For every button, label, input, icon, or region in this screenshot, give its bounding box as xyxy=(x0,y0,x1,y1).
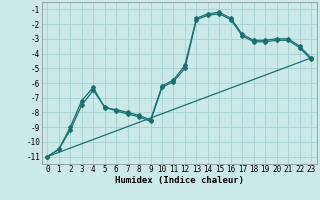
X-axis label: Humidex (Indice chaleur): Humidex (Indice chaleur) xyxy=(115,176,244,185)
